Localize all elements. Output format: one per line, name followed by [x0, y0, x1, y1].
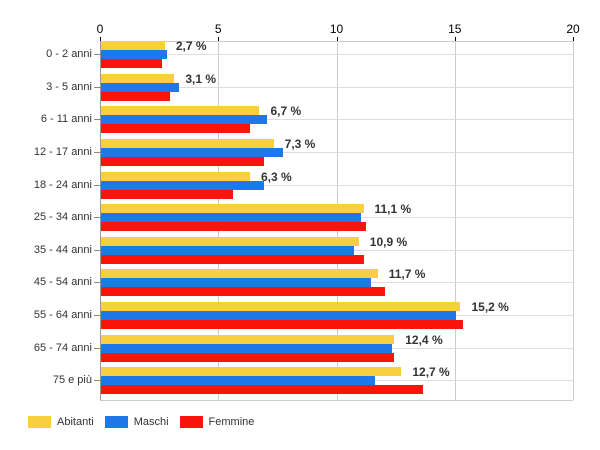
value-label: 15,2 % [471, 300, 509, 315]
bar-abitanti [101, 73, 175, 83]
bar-femmine [101, 124, 250, 134]
bar-abitanti [101, 204, 364, 214]
bar-maschi [101, 147, 284, 157]
value-label: 11,1 % [374, 202, 412, 217]
bar-femmine [101, 352, 395, 362]
category-label: 12 - 17 anni [33, 145, 92, 158]
bar-abitanti [101, 41, 165, 50]
bar-abitanti [101, 171, 250, 181]
x-axis-tick-label: 10 [329, 22, 344, 36]
bar-maschi [101, 376, 376, 386]
value-label: 6,3 % [260, 169, 292, 184]
bar-maschi [101, 213, 362, 223]
bar-abitanti [101, 236, 359, 246]
x-axis-tick-mark [218, 37, 220, 41]
bar-maschi [101, 115, 267, 125]
value-label: 11,7 % [388, 267, 426, 282]
gridline-category [100, 54, 573, 55]
gridline-category [100, 151, 573, 153]
legend-label-abitanti: Abitanti [57, 416, 94, 428]
bar-maschi [101, 343, 392, 353]
bar-abitanti [101, 269, 378, 279]
bar-maschi [101, 82, 180, 92]
bar-femmine [101, 254, 364, 264]
value-label: 10,9 % [369, 234, 408, 249]
legend-label-femmine: Femmine [208, 416, 255, 428]
bar-maschi [101, 50, 168, 59]
category-tick-mark [94, 217, 101, 219]
x-axis-tick-mark [100, 37, 101, 41]
category-tick-mark [94, 380, 101, 382]
bar-abitanti [101, 106, 260, 116]
legend-item-femmine: Femmine [179, 415, 257, 429]
x-axis-tick-label: 0 [96, 22, 104, 36]
legend-item-abitanti: Abitanti [28, 415, 96, 429]
bar-femmine [101, 91, 170, 101]
x-axis-tick-label: 15 [448, 22, 462, 36]
gridline-category [100, 86, 573, 88]
category-tick-mark [94, 282, 101, 284]
y-axis-line [100, 41, 101, 400]
legend-swatch-maschi [104, 416, 128, 428]
value-label: 7,3 % [284, 136, 316, 151]
bar-femmine [101, 222, 366, 232]
bar-maschi [101, 311, 456, 321]
category-tick-mark [94, 347, 101, 349]
legend-swatch-abitanti [28, 416, 51, 428]
category-tick-mark [94, 249, 101, 251]
bar-abitanti [101, 367, 402, 377]
category-tick-mark [94, 315, 101, 317]
gridline-vertical [573, 41, 574, 400]
category-tick-mark [94, 151, 101, 153]
bar-maschi [101, 278, 371, 288]
category-label: 18 - 24 anni [33, 178, 92, 191]
bar-abitanti [101, 334, 395, 344]
value-label: 2,7 % [175, 39, 207, 53]
value-label: 12,7 % [412, 365, 450, 380]
category-label: 3 - 5 anni [46, 80, 92, 93]
category-tick-mark [94, 86, 101, 88]
x-axis-tick-label: 5 [214, 22, 222, 36]
category-tick-mark [94, 119, 101, 121]
category-label: 6 - 11 anni [40, 113, 92, 126]
category-label: 25 - 34 anni [33, 211, 92, 224]
x-axis-tick-mark [454, 37, 456, 41]
bar-femmine [101, 320, 463, 330]
x-axis-tick-label: 20 [566, 22, 580, 36]
value-label: 12,4 % [405, 332, 443, 347]
legend-swatch-femmine [179, 416, 203, 428]
category-label: 0 - 2 anni [46, 48, 92, 60]
category-label: 75 e più [52, 374, 92, 387]
gridline-vertical [454, 41, 456, 400]
bar-maschi [101, 180, 265, 190]
category-tick-mark [94, 184, 101, 186]
gridline-category [100, 184, 573, 186]
value-label: 3,1 % [185, 71, 216, 86]
value-label: 6,7 % [270, 104, 302, 119]
plot-bottom-border [100, 400, 573, 401]
gridline-category [100, 119, 573, 121]
bar-femmine [101, 156, 265, 166]
category-label: 55 - 64 anni [33, 309, 92, 322]
bar-abitanti [101, 302, 461, 312]
category-label: 35 - 44 anni [33, 243, 92, 256]
legend: Abitanti Maschi Femmine [28, 415, 265, 429]
legend-item-maschi: Maschi [104, 415, 171, 429]
category-tick-mark [94, 54, 101, 55]
bar-maschi [101, 245, 355, 255]
bar-femmine [101, 59, 163, 68]
category-label: 65 - 74 anni [33, 341, 92, 354]
bar-femmine [101, 385, 423, 395]
category-label: 45 - 54 anni [33, 276, 92, 289]
bar-femmine [101, 189, 234, 199]
bar-femmine [101, 287, 385, 297]
legend-label-maschi: Maschi [133, 416, 169, 428]
bar-abitanti [101, 138, 274, 148]
plot-top-border [100, 41, 573, 42]
x-axis-tick-mark [573, 37, 574, 41]
x-axis-tick-mark [336, 37, 338, 41]
